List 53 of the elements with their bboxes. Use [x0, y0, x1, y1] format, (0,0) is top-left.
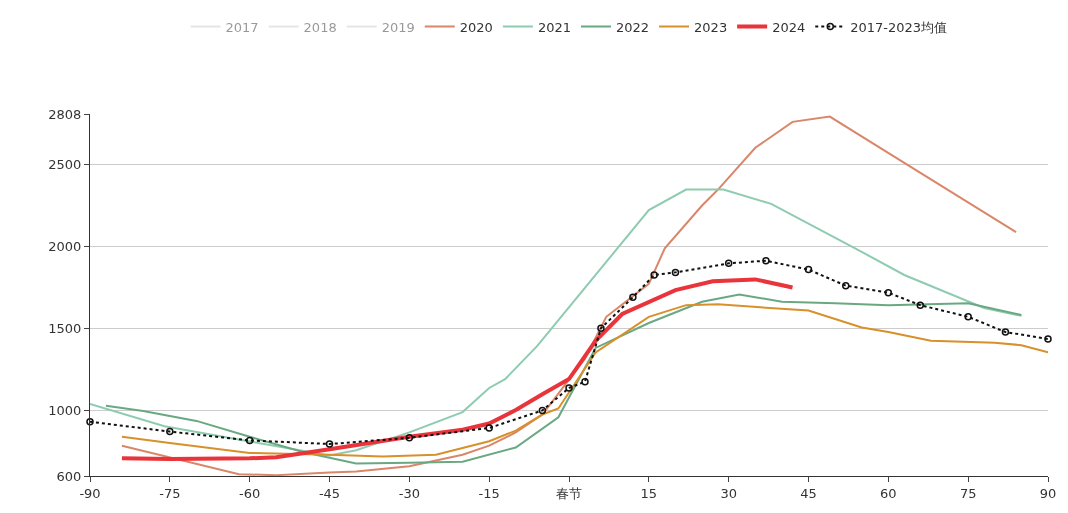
x-tick-label: -30	[398, 485, 420, 501]
point	[916, 301, 925, 309]
point	[86, 417, 94, 426]
y-tick-label: 1000	[48, 402, 82, 418]
line-series	[120, 115, 1018, 476]
legend-label: 2023	[694, 19, 728, 35]
legend-label: 2020	[459, 19, 493, 35]
point	[842, 281, 850, 290]
legend-label: 2021	[537, 19, 571, 35]
x-tick-label: 75	[959, 485, 977, 501]
point	[485, 424, 493, 432]
line-series	[90, 188, 1023, 457]
point	[565, 384, 573, 392]
legend-label: 2019	[381, 19, 415, 35]
legend-label: 2022	[615, 19, 650, 35]
legend-label: 2017	[225, 19, 259, 35]
point	[762, 256, 770, 265]
point	[325, 440, 334, 448]
y-tick-label: 1500	[48, 321, 82, 336]
y-tick-label: 600	[56, 468, 82, 484]
point	[538, 406, 547, 415]
point	[629, 293, 637, 302]
point	[724, 259, 733, 268]
point	[245, 436, 254, 445]
x-tick-label: -45	[318, 485, 341, 501]
y-tick-label: 2000	[48, 239, 82, 255]
x-tick-label: 90	[1039, 485, 1057, 501]
point	[1044, 335, 1052, 343]
point	[650, 271, 658, 279]
x-tick-label: 60	[880, 485, 897, 501]
y-tick-label: 2500	[48, 157, 82, 173]
point	[166, 427, 174, 436]
x-tick-label: -60	[239, 485, 261, 501]
point	[597, 324, 605, 333]
legend-label: 2024	[772, 19, 806, 35]
legend-label: 2018	[303, 19, 337, 35]
legend-label: 2017-2023均值	[850, 19, 948, 35]
point	[964, 313, 972, 321]
point	[804, 265, 813, 274]
x-tick-label: 30	[720, 485, 737, 501]
y-tick-label: 2808	[48, 106, 82, 122]
x-tick-label: -15	[478, 485, 500, 501]
point	[671, 268, 680, 277]
x-tick-label: -90	[79, 485, 101, 501]
x-tick-label: 春节	[556, 485, 582, 501]
line-series	[119, 277, 795, 462]
point	[405, 434, 414, 442]
point	[581, 377, 589, 386]
x-tick-label: -75	[159, 485, 181, 501]
x-tick-label: 15	[640, 485, 658, 501]
point	[1001, 328, 1010, 336]
point	[884, 288, 893, 297]
x-tick-label: 45	[800, 485, 817, 501]
